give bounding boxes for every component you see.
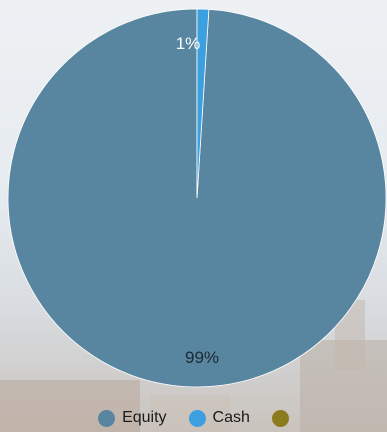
legend-swatch-icon bbox=[98, 409, 116, 427]
slice-label-equity: 99% bbox=[185, 348, 219, 367]
legend-swatch-icon bbox=[271, 409, 289, 427]
legend-label: Equity bbox=[122, 409, 167, 426]
legend-item-cash[interactable]: Cash bbox=[188, 409, 250, 427]
pie-slice-cash[interactable] bbox=[196, 8, 210, 199]
pie-chart: 99% 1% bbox=[7, 8, 387, 388]
chart-legend: Equity Cash bbox=[0, 407, 387, 429]
legend-swatch-icon bbox=[188, 409, 206, 427]
legend-item-equity[interactable]: Equity bbox=[98, 409, 167, 427]
legend-item-unnamed[interactable] bbox=[271, 409, 289, 427]
slice-label-cash: 1% bbox=[176, 34, 201, 53]
legend-label: Cash bbox=[212, 409, 250, 426]
